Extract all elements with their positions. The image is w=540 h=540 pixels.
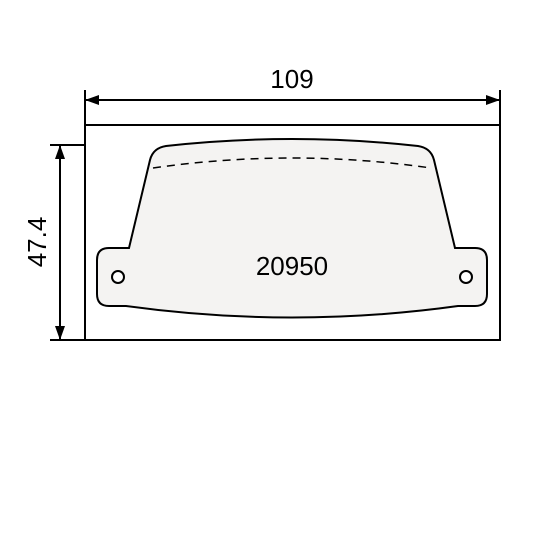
technical-drawing: 109 47.4 20950: [0, 0, 540, 540]
bolt-hole-left: [112, 271, 124, 283]
arrow-down: [55, 326, 65, 340]
part-number-label: 20950: [256, 251, 328, 281]
arrow-left: [85, 95, 99, 105]
dim-height-label: 47.4: [22, 217, 52, 268]
arrow-up: [55, 145, 65, 159]
drawing-container: 109 47.4 20950: [0, 0, 540, 540]
arrow-right: [486, 95, 500, 105]
brake-pad-outline: [97, 139, 487, 318]
bolt-hole-right: [460, 271, 472, 283]
dim-width-label: 109: [270, 64, 313, 94]
